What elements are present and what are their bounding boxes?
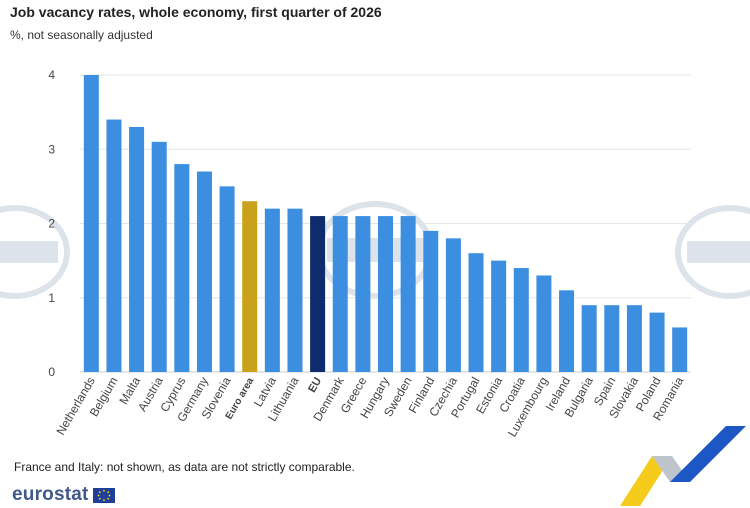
bar-luxembourg[interactable] [536,275,552,372]
bar-slovenia[interactable] [219,186,235,372]
y-tick-label: 0 [48,365,55,379]
bar-eu[interactable] [310,216,326,372]
y-tick-label: 1 [48,291,55,305]
chart-title: Job vacancy rates, whole economy, first … [10,4,382,20]
chart-subtitle: %, not seasonally adjusted [10,28,153,42]
bar-croatia[interactable] [513,268,529,372]
eu-flag-icon [92,487,115,503]
bar-netherlands[interactable] [83,75,99,372]
bar-bulgaria[interactable] [581,305,597,372]
bar-denmark[interactable] [332,216,348,372]
y-tick-label: 3 [48,142,55,156]
eurostat-logo: eurostat [12,484,115,506]
bar-germany[interactable] [196,171,212,372]
bta-watermark-right-icon [675,205,750,299]
bar-estonia[interactable] [491,260,507,372]
bar-cyprus[interactable] [174,164,190,372]
bar-romania[interactable] [672,327,688,372]
bar-poland[interactable] [649,312,665,372]
bar-czechia[interactable] [445,238,461,372]
x-tick-label: EU [306,375,324,394]
corner-decoration-icon [620,426,746,506]
bar-belgium[interactable] [106,119,122,372]
y-tick-label: 4 [48,68,55,82]
bar-greece[interactable] [355,216,371,372]
bar-slovakia[interactable] [626,305,642,372]
logo-text: eurostat [12,484,89,505]
bar-euro-area[interactable] [242,201,258,372]
bta-watermark-left-icon [0,205,70,299]
bar-finland[interactable] [423,230,439,372]
bar-lithuania[interactable] [287,208,303,372]
bar-ireland[interactable] [559,290,575,372]
bar-latvia[interactable] [264,208,280,372]
footnote: France and Italy: not shown, as data are… [14,460,355,474]
bar-portugal[interactable] [468,253,484,372]
bar-austria[interactable] [151,141,167,372]
y-tick-label: 2 [48,217,55,231]
bar-spain[interactable] [604,305,620,372]
bar-malta[interactable] [129,126,145,372]
bar-sweden[interactable] [400,216,416,372]
bar-hungary[interactable] [378,216,393,372]
